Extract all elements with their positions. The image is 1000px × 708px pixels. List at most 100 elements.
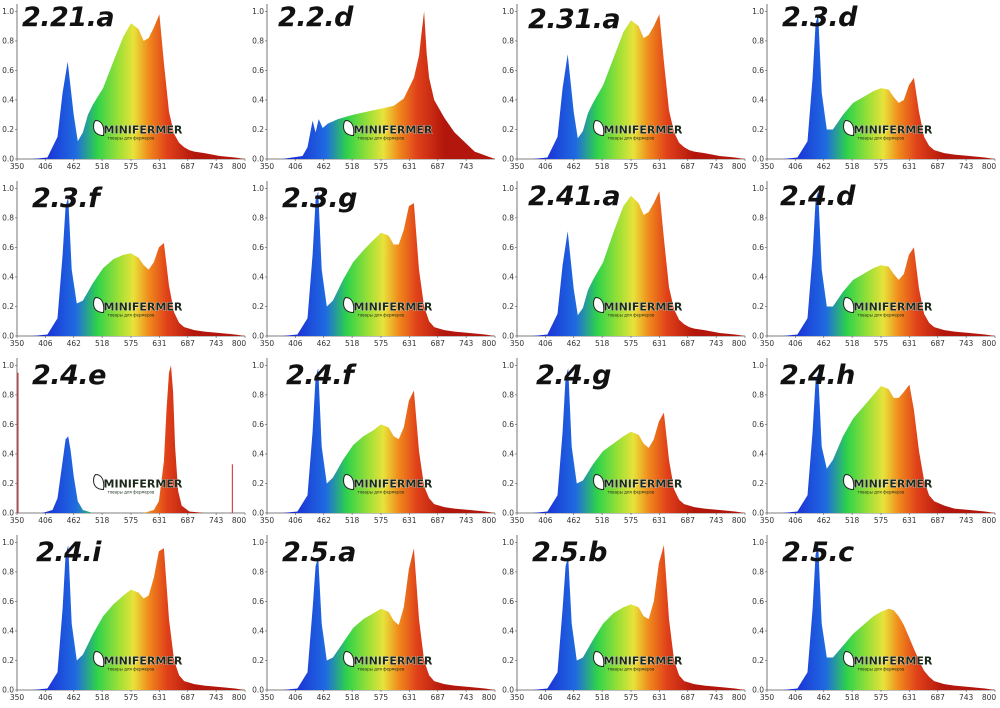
y-tick-label: 0.0 xyxy=(502,332,514,341)
spectrum-chart: 0.0 0.2 0.4 0.6 0.8 1.0 350 406 462 518 575 631 687 7… xyxy=(752,358,997,525)
x-tick-label: 743 xyxy=(709,162,724,171)
y-tick-label: 1.0 xyxy=(502,7,514,16)
x-tick-label: 631 xyxy=(402,693,417,702)
x-tick-label: 800 xyxy=(232,162,247,171)
y-tick-label: 0.8 xyxy=(752,213,764,222)
watermark-text: MINIFERMER xyxy=(604,654,683,667)
x-tick-label: 631 xyxy=(652,162,667,171)
spectrum-chart: 0.0 0.2 0.4 0.6 0.8 1.0 350 406 462 518 575 631 687 7… xyxy=(502,181,746,348)
x-tick-label: 743 xyxy=(209,516,224,525)
y-tick-label: 0.4 xyxy=(752,449,764,458)
spectrum-panel: 0.0 0.2 0.4 0.6 0.8 1.0 350 406 462 518 575 631 687 7… xyxy=(250,177,500,354)
x-tick-label: 462 xyxy=(317,516,332,525)
panel-label: 2.4.e xyxy=(32,360,106,391)
panel-label: 2.3.g xyxy=(282,183,357,214)
x-tick-label: 800 xyxy=(982,516,997,525)
y-tick-label: 0.4 xyxy=(752,272,764,281)
leaf-icon xyxy=(593,650,605,667)
spectrum-area xyxy=(282,548,495,690)
x-tick-label: 687 xyxy=(431,516,446,525)
panel-label: 2.4.h xyxy=(780,360,855,391)
watermark-tagline: товары для фермеров xyxy=(108,489,155,494)
spectrum-chart: 0.0 0.2 0.4 0.6 0.8 1.0 350 406 462 518 575 631 687 7… xyxy=(2,4,247,171)
x-tick-label: 631 xyxy=(902,516,917,525)
spectrum-area xyxy=(782,14,995,159)
y-tick-label: 0.2 xyxy=(252,479,264,488)
watermark-text: MINIFERMER xyxy=(854,300,933,313)
x-tick-label: 800 xyxy=(982,339,997,348)
y-tick-label: 0.0 xyxy=(252,509,264,518)
x-tick-label: 687 xyxy=(181,339,196,348)
y-tick-label: 1.0 xyxy=(502,538,514,547)
x-tick-label: 462 xyxy=(817,162,832,171)
x-tick-label: 687 xyxy=(681,516,696,525)
spectrum-area xyxy=(532,368,745,513)
y-tick-label: 0.2 xyxy=(502,125,514,134)
y-tick-label: 1.0 xyxy=(2,538,14,547)
x-tick-label: 687 xyxy=(181,162,196,171)
x-tick-label: 462 xyxy=(817,693,832,702)
x-tick-label: 575 xyxy=(624,516,639,525)
y-tick-label: 0.0 xyxy=(752,509,764,518)
spectrum-chart: 0.0 0.2 0.4 0.6 0.8 1.0 350 406 462 518 575 631 687 7… xyxy=(502,4,746,171)
y-tick-label: 0.4 xyxy=(252,449,264,458)
x-tick-label: 350 xyxy=(760,339,775,348)
y-tick-label: 0.2 xyxy=(252,125,264,134)
x-tick-label: 406 xyxy=(288,162,303,171)
x-tick-label: 462 xyxy=(567,339,582,348)
y-tick-label: 1.0 xyxy=(752,538,764,547)
y-tick-label: 0.8 xyxy=(502,567,514,576)
x-tick-label: 406 xyxy=(538,693,553,702)
x-tick-label: 743 xyxy=(959,339,974,348)
y-tick-label: 0.2 xyxy=(752,302,764,311)
x-tick-label: 687 xyxy=(681,339,696,348)
watermark-tagline: товары для фермеров xyxy=(358,489,405,494)
y-tick-label: 0.6 xyxy=(2,420,14,429)
x-tick-label: 800 xyxy=(232,339,247,348)
y-tick-label: 0.0 xyxy=(502,155,514,164)
panel-label: 2.41.a xyxy=(528,181,621,212)
watermark-text: MINIFERMER xyxy=(354,477,433,490)
spectrum-chart: 0.0 0.2 0.4 0.6 0.8 1.0 350 406 462 518 575 631 687 7… xyxy=(752,4,996,171)
watermark-text: MINIFERMER xyxy=(604,300,683,313)
x-tick-label: 743 xyxy=(459,339,474,348)
watermark-text: MINIFERMER xyxy=(854,477,933,490)
x-tick-label: 350 xyxy=(760,162,775,171)
spectrum-panel: 0.0 0.2 0.4 0.6 0.8 1.0 350 406 462 518 575 631 687 7… xyxy=(0,0,250,177)
y-tick-label: 0.8 xyxy=(502,213,514,222)
y-tick-label: 0.6 xyxy=(502,420,514,429)
y-tick-label: 0.8 xyxy=(2,567,14,576)
x-tick-label: 406 xyxy=(38,339,53,348)
x-tick-label: 631 xyxy=(652,693,667,702)
x-tick-label: 743 xyxy=(459,693,474,702)
spectrum-area xyxy=(282,11,495,160)
spectrum-chart: 0.0 0.2 0.4 0.6 0.8 1.0 350 406 462 518 575 631 687 7… xyxy=(252,358,496,525)
y-tick-label: 0.4 xyxy=(2,272,14,281)
x-tick-label: 518 xyxy=(95,516,110,525)
y-tick-label: 1.0 xyxy=(2,184,14,193)
y-tick-label: 1.0 xyxy=(252,361,264,370)
y-tick-label: 0.4 xyxy=(2,95,14,104)
spectrum-panel: 0.0 0.2 0.4 0.6 0.8 1.0 350 406 462 518 575 631 687 7… xyxy=(500,354,750,531)
panel-label: 2.4.f xyxy=(286,360,354,391)
y-tick-label: 0.2 xyxy=(752,479,764,488)
y-tick-label: 0.8 xyxy=(752,36,764,45)
spectrum-chart: 0.0 0.2 0.4 0.6 0.8 1.0 350 406 462 518 575 631 687 7… xyxy=(252,535,496,702)
x-tick-label: 518 xyxy=(345,162,360,171)
x-tick-label: 350 xyxy=(760,693,775,702)
y-tick-label: 0.8 xyxy=(252,390,264,399)
x-tick-label: 406 xyxy=(788,162,803,171)
y-tick-label: 0.8 xyxy=(752,390,764,399)
x-tick-label: 631 xyxy=(902,162,917,171)
spectrum-panel: 0.0 0.2 0.4 0.6 0.8 1.0 350 406 462 518 575 631 687 7… xyxy=(500,531,750,708)
x-tick-label: 462 xyxy=(67,162,82,171)
y-tick-label: 0.2 xyxy=(2,302,14,311)
spectrum-area xyxy=(782,545,995,690)
